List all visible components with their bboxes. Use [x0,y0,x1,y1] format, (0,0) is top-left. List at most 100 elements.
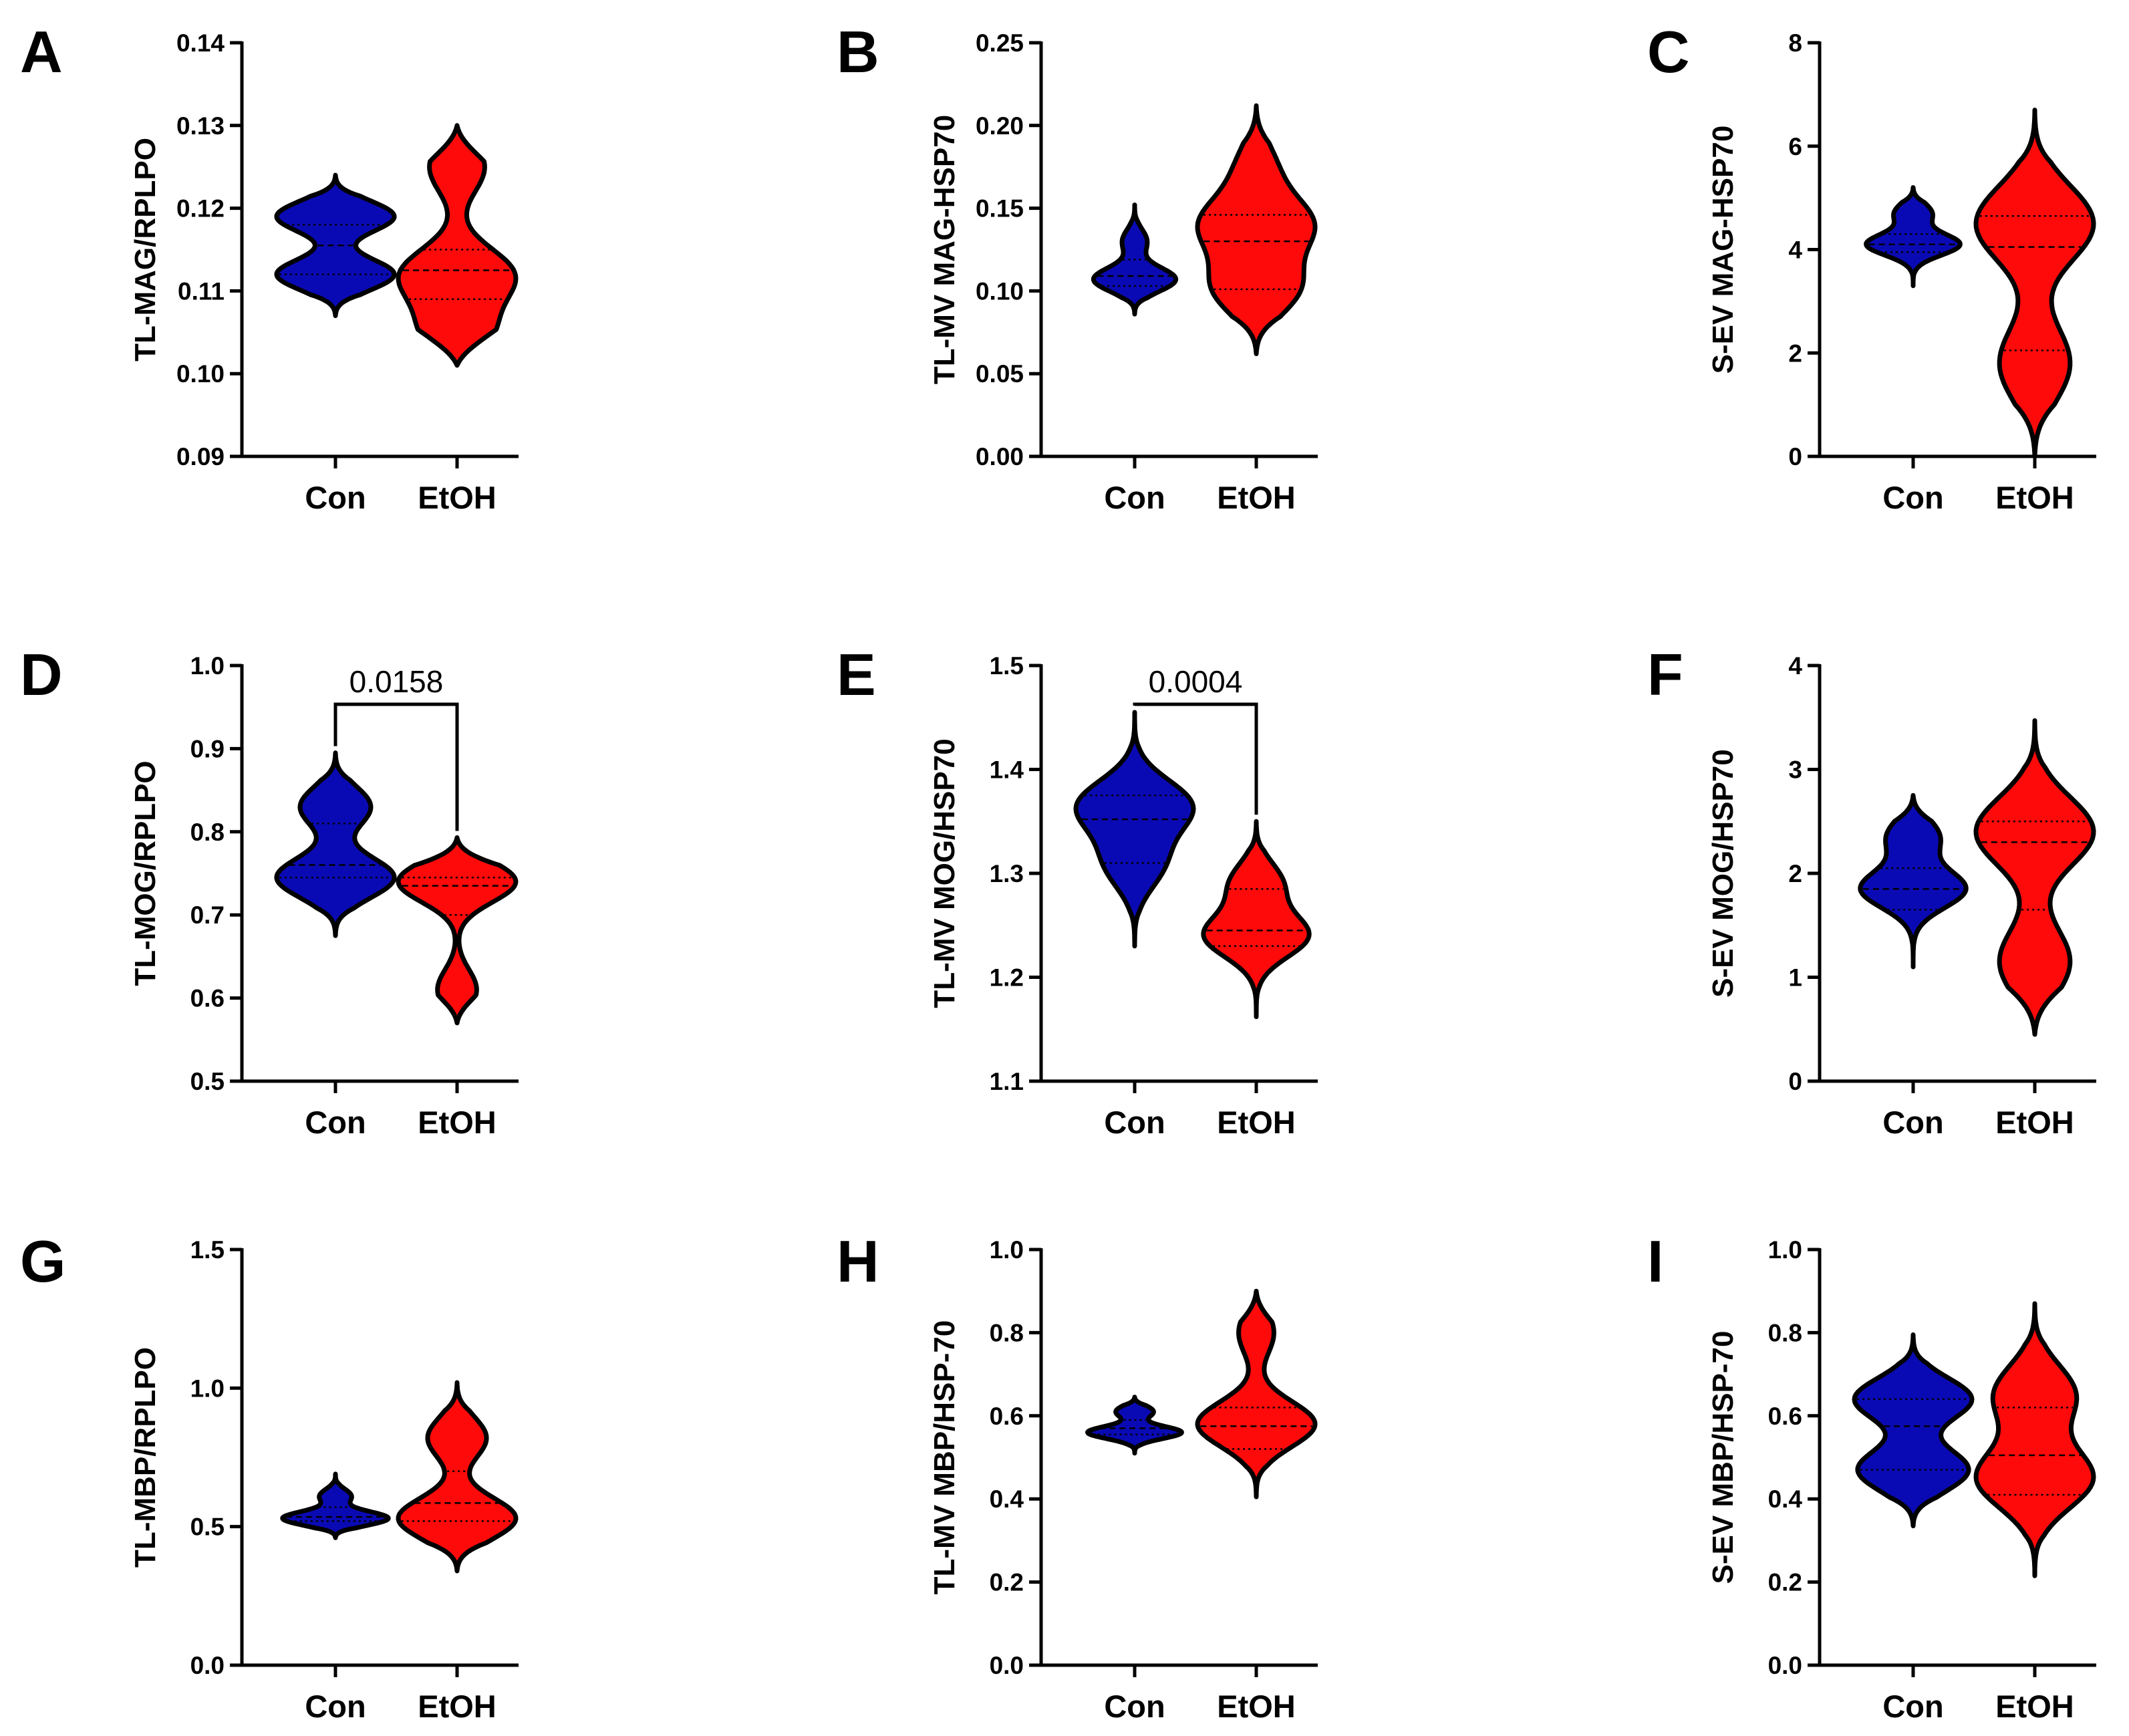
y-tick-label: 1.0 [990,1236,1024,1264]
p-value-label: 0.0004 [1149,664,1243,699]
y-tick-label: 1.1 [990,1068,1024,1095]
y-tick-label: 0.4 [990,1485,1024,1513]
x-category-label: Con [1104,480,1165,515]
panel-letter: C [1647,19,1690,85]
y-tick-label: 0.9 [190,735,225,762]
x-category-label: EtOH [1995,1689,2074,1724]
x-category-label: EtOH [418,1105,496,1140]
x-category-label: Con [1882,1105,1943,1140]
y-tick-label: 4 [1788,237,1802,264]
y-tick-label: 0.20 [976,112,1024,140]
x-category-label: Con [1104,1105,1165,1140]
x-category-label: EtOH [1217,1105,1296,1140]
panel-letter: E [837,641,876,708]
y-tick-label: 2 [1788,339,1802,367]
y-tick-label: 3 [1788,756,1802,784]
y-tick-label: 0.05 [976,360,1024,388]
panel-a: A 0.09 0.10 0.11 0.12 0.13 0.14 TL-MAG/RPLPO Con… [20,19,519,515]
y-tick-label: 8 [1788,29,1802,57]
y-tick-label: 1.5 [990,652,1024,680]
x-category-label: Con [305,1689,366,1724]
y-tick-label: 0.5 [190,1513,225,1541]
y-tick-label: 0.00 [976,443,1024,470]
y-tick-label: 0.13 [176,112,225,140]
x-category-label: EtOH [1995,1105,2074,1140]
y-axis-title: TL-MV MBP/HSP-70 [928,1320,961,1595]
y-tick-label: 0.0 [190,1652,225,1679]
x-category-label: EtOH [418,1689,496,1724]
significance-bracket [1133,702,1258,815]
y-tick-label: 0.0 [990,1652,1024,1679]
y-tick-label: 1.3 [990,860,1024,887]
x-category-label: EtOH [1217,1689,1296,1724]
panel-b: B 0.00 0.05 0.10 0.15 0.20 0.25 TL-MV MAG-HSP70… [837,19,1318,515]
panel-letter: D [20,641,63,708]
x-category-label: EtOH [418,480,496,515]
y-tick-label: 0.0 [1768,1652,1802,1679]
y-axis-title: TL-MAG/RPLPO [129,138,162,361]
panel-d: D 0.5 0.6 0.7 0.8 0.9 1.0 TL-MOG/RPLPO Con EtOH 0.… [20,641,519,1140]
y-tick-label: 0.09 [176,443,225,470]
y-tick-label: 1.0 [190,1375,225,1402]
panel-letter: H [837,1228,879,1294]
y-tick-label: 0.10 [976,277,1024,305]
y-tick-label: 0.2 [990,1569,1024,1596]
x-category-label: EtOH [1995,480,2074,515]
y-tick-label: 1.0 [190,652,225,680]
y-tick-label: 1.4 [990,756,1024,784]
y-tick-label: 1 [1788,964,1802,992]
panel-letter: G [20,1228,65,1294]
significance-bracket [333,702,459,831]
y-tick-label: 0.15 [976,195,1024,223]
x-category-label: Con [1104,1689,1165,1724]
violin-etoh [396,123,519,368]
y-axis-title: S-EV MAG-HSP70 [1707,126,1739,374]
y-tick-label: 0.8 [1768,1319,1802,1346]
violin-etoh [1973,718,2096,1037]
y-axis-title: S-EV MBP/HSP-70 [1707,1331,1739,1584]
violin-con [280,1471,391,1540]
y-tick-label: 0.10 [176,360,225,388]
violin-etoh [1973,1301,2096,1578]
y-axis-title: TL-MOG/RPLPO [129,760,162,986]
y-tick-label: 0.6 [990,1403,1024,1430]
violin-etoh [1973,108,2096,459]
violin-con [1085,1395,1184,1456]
y-tick-label: 0.5 [190,1068,225,1095]
panel-i: I 0.0 0.2 0.4 0.6 0.8 1.0 S-EV MBP/HSP-70 Con EtO… [1647,1228,2096,1724]
y-tick-label: 0.4 [1768,1485,1803,1513]
panel-letter: B [837,19,879,85]
violin-con [1858,792,1969,970]
y-tick-label: 1.2 [990,964,1024,992]
p-value-label: 0.0158 [349,664,444,699]
y-tick-label: 0.8 [990,1319,1024,1346]
violin-con [1073,710,1196,949]
violin-con [1852,1332,1975,1529]
x-category-label: Con [305,480,366,515]
y-tick-label: 0 [1788,1068,1802,1095]
violin-etoh [396,1380,519,1574]
y-tick-label: 0 [1788,443,1802,470]
y-tick-label: 1.0 [1768,1236,1802,1264]
panel-f: F 0 1 2 3 4 S-EV MOG/HSP70 Con EtOH [1647,641,2096,1140]
y-axis-title: TL-MV MAG-HSP70 [928,115,961,384]
violin-con [274,750,397,938]
panel-letter: I [1647,1228,1663,1294]
panel-g: G 0.0 0.5 1.0 1.5 TL-MBP/RPLPO Con EtOH [20,1228,519,1724]
violin-etoh [1201,819,1312,1020]
x-category-label: Con [1882,480,1943,515]
x-category-label: Con [305,1105,366,1140]
violin-etoh [396,835,519,1026]
y-tick-label: 0.25 [976,29,1024,57]
panel-letter: F [1647,641,1683,708]
x-category-label: Con [1882,1689,1943,1724]
panel-h: H 0.0 0.2 0.4 0.6 0.8 1.0 TL-MV MBP/HSP-70 Con Et… [837,1228,1318,1724]
y-tick-label: 6 [1788,133,1802,160]
y-tick-label: 0.2 [1768,1569,1802,1596]
y-tick-label: 0.7 [190,901,225,929]
y-tick-label: 0.6 [1768,1403,1802,1430]
violin-con [1864,185,1963,289]
y-axis-title: TL-MBP/RPLPO [129,1347,162,1568]
y-axis-title: S-EV MOG/HSP70 [1707,749,1739,998]
